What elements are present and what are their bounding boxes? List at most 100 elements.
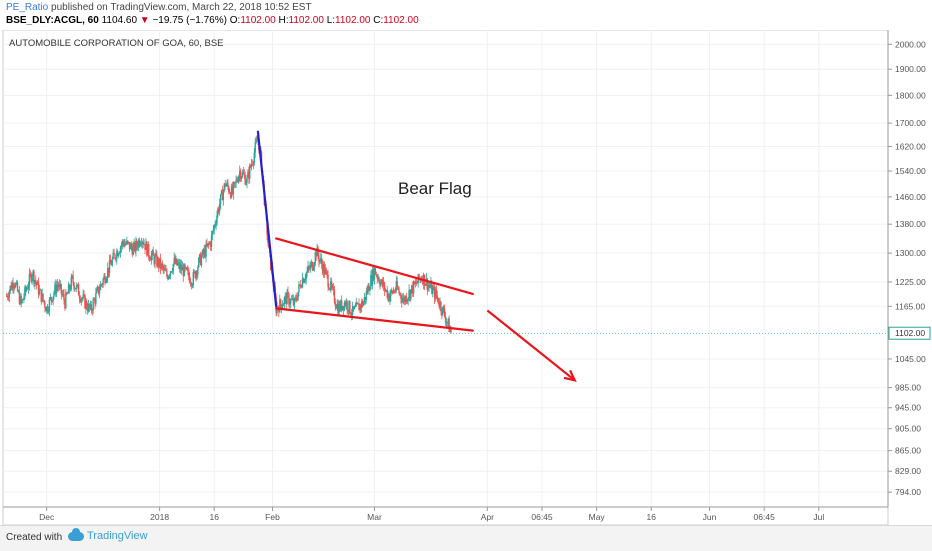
candle-body <box>58 284 61 288</box>
candle-body <box>117 251 119 256</box>
candle-body <box>179 264 182 270</box>
candle-body <box>155 254 157 257</box>
candle-body <box>276 306 278 314</box>
candle-body <box>175 258 177 264</box>
candle-body <box>201 250 204 257</box>
candle-body <box>331 287 334 288</box>
candle-body <box>418 274 420 280</box>
candle-body <box>216 215 218 224</box>
candle-body <box>217 208 219 216</box>
x-tick-label: Dec <box>39 512 55 522</box>
candle-body <box>450 329 452 333</box>
candle-body <box>403 297 406 302</box>
candle-body <box>376 275 378 279</box>
candle-body <box>280 299 282 305</box>
candle-body <box>371 269 374 285</box>
y-tick-label: 865.00 <box>895 446 921 456</box>
candle-body <box>90 304 93 311</box>
publisher-link[interactable]: PE_Ratio <box>6 2 49 13</box>
candle-body <box>33 271 35 284</box>
candle-body <box>294 297 296 299</box>
close-label: C: <box>373 15 384 26</box>
candle-body <box>188 276 191 283</box>
candle-body <box>140 243 143 245</box>
candle-body <box>12 283 14 289</box>
candle-body <box>307 266 309 271</box>
candle-body <box>5 295 8 297</box>
candle-body <box>439 302 441 307</box>
candle-body <box>412 281 415 294</box>
candle-body <box>134 243 136 252</box>
y-tick-label: 794.00 <box>895 487 921 497</box>
price-chart[interactable]: 2000.00 1900.00 1800.00 1700.00 1620.00 1540.… <box>0 29 932 526</box>
candle-body <box>324 269 327 275</box>
symbol-label[interactable]: BSE_DLY:ACGL, 60 <box>6 15 99 26</box>
candle-body <box>176 258 178 266</box>
candle-body <box>82 294 84 299</box>
candle-body <box>347 310 349 312</box>
candle-body <box>193 271 195 273</box>
candle-body <box>73 282 75 289</box>
candle-body <box>94 299 96 304</box>
time-axis[interactable]: Dec 2018 16 Feb Mar Apr 06:45 May 16 Jun 06:45 Jul <box>3 506 888 522</box>
candle-body <box>15 282 18 284</box>
candle-body <box>447 318 449 323</box>
candle-body <box>316 247 318 257</box>
publish-info: PE_Ratio published on TradingView.com, M… <box>6 2 312 13</box>
candle-body <box>362 302 365 306</box>
candle-body <box>86 308 89 312</box>
candle-body <box>196 271 198 275</box>
candle-body <box>121 241 123 246</box>
candle-body <box>79 298 82 302</box>
candle-body <box>127 240 129 243</box>
candle-body <box>42 293 44 301</box>
candle-body <box>39 289 42 291</box>
candle-body <box>256 140 258 142</box>
candle-body <box>41 293 43 302</box>
candle-body <box>97 286 100 294</box>
candle-body <box>330 281 332 290</box>
candle-body <box>240 176 243 179</box>
candle-body <box>177 263 179 266</box>
candle-body <box>406 299 408 303</box>
plot-border <box>2 29 889 526</box>
y-tick-label: 1900.00 <box>895 64 926 74</box>
candle-body <box>284 295 286 299</box>
y-tick-label: 1620.00 <box>895 141 926 151</box>
candle-body <box>36 281 39 285</box>
close-value: 1102.00 <box>383 15 419 26</box>
candle-body <box>429 285 431 288</box>
candle-body <box>35 280 37 283</box>
candle-body <box>209 242 212 247</box>
x-tick-label: Feb <box>265 512 280 522</box>
candle-body <box>348 301 350 312</box>
candle-body <box>159 258 162 269</box>
chart-area[interactable]: 2000.00 1900.00 1800.00 1700.00 1620.00 1540.… <box>0 29 932 526</box>
x-tick-label: 16 <box>647 512 657 522</box>
candle-body <box>184 264 186 269</box>
tradingview-logo[interactable]: TradingView <box>68 527 148 542</box>
candle-body <box>178 262 180 264</box>
candle-body <box>304 279 306 281</box>
x-tick-label: 2018 <box>150 512 169 522</box>
candle-body <box>393 290 396 292</box>
y-tick-label: 985.00 <box>895 383 921 393</box>
candle-body <box>238 175 240 182</box>
candle-body <box>91 310 93 312</box>
candle-body <box>119 247 122 253</box>
candle-body <box>317 247 319 256</box>
candle-body <box>251 163 254 165</box>
candle-body <box>290 299 293 301</box>
candle-body <box>102 279 104 285</box>
candle-body <box>95 293 97 304</box>
price-axis[interactable]: 2000.00 1900.00 1800.00 1700.00 1620.00 1540.… <box>887 30 931 507</box>
candle-body <box>171 271 174 273</box>
candle-body <box>188 270 190 277</box>
candle-body <box>310 264 312 269</box>
candle-body <box>248 171 250 179</box>
candle-body <box>65 292 67 309</box>
candle-body <box>191 285 194 286</box>
candle-body <box>101 284 103 286</box>
candle-body <box>319 259 321 262</box>
candle-body <box>386 289 388 298</box>
